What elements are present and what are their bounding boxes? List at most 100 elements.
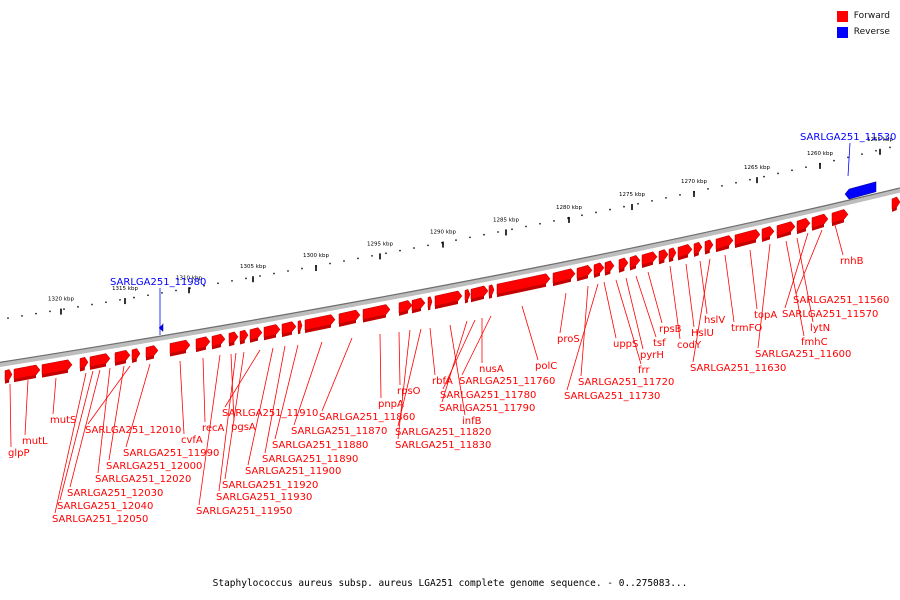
- gene-arrow-forward[interactable]: [263, 324, 281, 338]
- gene-arrow-forward[interactable]: [658, 249, 669, 262]
- gene-arrow-forward[interactable]: [114, 349, 131, 364]
- gene-label[interactable]: SARLGA251_12030: [67, 488, 163, 499]
- gene-label[interactable]: SARLGA251_11870: [291, 426, 387, 437]
- gene-label[interactable]: pnpA: [378, 399, 404, 410]
- gene-label[interactable]: SARLGA251_12040: [57, 501, 153, 512]
- gene-label[interactable]: recA: [202, 423, 225, 434]
- gene-label[interactable]: hslV: [704, 315, 725, 326]
- gene-arrow-forward[interactable]: [131, 348, 141, 361]
- gene-label[interactable]: SARLGA251_11910: [222, 408, 318, 419]
- gene-arrow-forward[interactable]: [145, 345, 159, 358]
- gene-arrow-forward[interactable]: [604, 260, 615, 273]
- gene-label[interactable]: pyrH: [640, 350, 664, 361]
- gene-label[interactable]: rbfA: [432, 376, 453, 387]
- gene-arrow-forward[interactable]: [434, 290, 463, 307]
- gene-label[interactable]: topA: [754, 310, 777, 321]
- gene-label[interactable]: frr: [638, 365, 650, 376]
- gene-arrow-forward[interactable]: [304, 314, 336, 331]
- gene-arrow-forward[interactable]: [891, 196, 900, 210]
- gene-arrow-forward[interactable]: [715, 235, 734, 250]
- gene-arrow-forward[interactable]: [249, 327, 263, 341]
- gene-label[interactable]: fmhC: [801, 337, 828, 348]
- gene-arrow-forward[interactable]: [552, 268, 576, 284]
- gene-label[interactable]: SARLGA251_11820: [395, 427, 491, 438]
- gene-arrow-forward[interactable]: [593, 262, 605, 276]
- gene-arrow-forward[interactable]: [496, 273, 551, 295]
- gene-label[interactable]: SARLGA251_11980: [110, 277, 206, 288]
- gene-arrow-forward[interactable]: [796, 217, 811, 232]
- gene-label[interactable]: SARLGA251_11830: [395, 440, 491, 451]
- gene-label[interactable]: SARLGA251_11720: [578, 377, 674, 388]
- gene-arrow-forward[interactable]: [464, 289, 471, 301]
- gene-label[interactable]: SARLGA251_11890: [262, 454, 358, 465]
- gene-arrow-forward[interactable]: [734, 229, 761, 246]
- gene-arrow-forward[interactable]: [169, 339, 191, 354]
- gene-arrow-forward[interactable]: [362, 304, 391, 320]
- gene-label[interactable]: SARLGA251_11790: [439, 403, 535, 414]
- gene-label[interactable]: nusA: [479, 364, 504, 375]
- gene-label[interactable]: SARLGA251_11920: [222, 480, 318, 491]
- gene-arrow-forward[interactable]: [281, 321, 297, 335]
- gene-label[interactable]: SARLGA251_11530: [800, 132, 896, 143]
- gene-arrow-forward[interactable]: [13, 364, 41, 380]
- gene-label[interactable]: glpP: [8, 448, 30, 459]
- gene-label[interactable]: SARLGA251_11860: [319, 412, 415, 423]
- gene-arrow-forward[interactable]: [641, 251, 658, 266]
- gene-arrow-forward[interactable]: [470, 285, 489, 300]
- gene-label[interactable]: SARLGA251_11730: [564, 391, 660, 402]
- gene-arrow-forward[interactable]: [41, 359, 73, 375]
- gene-label[interactable]: SARLGA251_11900: [245, 466, 341, 477]
- gene-arrow-forward[interactable]: [488, 284, 495, 297]
- gene-arrow-forward[interactable]: [338, 309, 361, 325]
- gene-label[interactable]: pgsA: [231, 422, 256, 433]
- gene-label[interactable]: SARLGA251_11570: [782, 309, 878, 320]
- gene-label[interactable]: infB: [462, 416, 482, 427]
- gene-arrow-forward[interactable]: [776, 221, 796, 237]
- gene-label[interactable]: codY: [677, 340, 702, 351]
- gene-arrow-forward[interactable]: [228, 331, 239, 344]
- gene-label[interactable]: SARLGA251_11760: [459, 376, 555, 387]
- gene-label[interactable]: polC: [535, 361, 557, 372]
- gene-arrow-forward[interactable]: [831, 209, 849, 224]
- gene-label[interactable]: SARLGA251_12020: [95, 474, 191, 485]
- gene-arrow-forward[interactable]: [211, 333, 226, 347]
- gene-label[interactable]: tsf: [653, 338, 666, 349]
- gene-label[interactable]: SARLGA251_11950: [196, 506, 292, 517]
- gene-label[interactable]: SARLGA251_11630: [690, 363, 786, 374]
- gene-label[interactable]: SARLGA251_12050: [52, 514, 148, 525]
- gene-label[interactable]: SARLGA251_12010: [85, 425, 181, 436]
- gene-arrow-forward[interactable]: [618, 257, 629, 271]
- gene-label[interactable]: mutS: [50, 415, 76, 426]
- gene-arrow-forward[interactable]: [239, 329, 249, 342]
- gene-label[interactable]: cvfA: [181, 435, 203, 446]
- gene-label[interactable]: SARLGA251_11600: [755, 349, 851, 360]
- gene-arrow-forward[interactable]: [677, 244, 693, 258]
- gene-label[interactable]: SARLGA251_11880: [272, 440, 368, 451]
- gene-label[interactable]: rnhB: [840, 256, 864, 267]
- gene-label[interactable]: SARLGA251_12000: [106, 461, 202, 472]
- gene-arrow-forward[interactable]: [195, 336, 211, 350]
- gene-label[interactable]: HslU: [691, 328, 714, 339]
- gene-arrow-forward[interactable]: [398, 300, 413, 314]
- gene-arrow-forward[interactable]: [693, 241, 703, 255]
- gene-label[interactable]: SARLGA251_11560: [793, 295, 889, 306]
- gene-arrow-forward[interactable]: [576, 264, 593, 279]
- gene-arrow-forward[interactable]: [79, 356, 89, 369]
- gene-label[interactable]: SARLGA251_11930: [216, 492, 312, 503]
- gene-label[interactable]: mutL: [22, 436, 48, 447]
- gene-label[interactable]: proS: [557, 334, 580, 345]
- gene-label[interactable]: trmFO: [731, 323, 762, 334]
- gene-label[interactable]: uppS: [613, 339, 638, 350]
- gene-label[interactable]: rpsB: [659, 324, 682, 335]
- gene-arrow-forward[interactable]: [704, 239, 714, 252]
- gene-label[interactable]: SARLGA251_11990: [123, 448, 219, 459]
- gene-arrow-forward[interactable]: [411, 297, 426, 311]
- gene-arrow-forward[interactable]: [427, 296, 433, 308]
- gene-arrow-forward[interactable]: [297, 320, 303, 332]
- gene-arrow-forward[interactable]: [89, 353, 111, 368]
- gene-arrow-forward[interactable]: [811, 213, 829, 229]
- gene-arrow-forward[interactable]: [629, 255, 641, 268]
- gene-label[interactable]: rpsO: [397, 386, 421, 397]
- gene-label[interactable]: lytN: [810, 323, 830, 334]
- gene-arrow-forward[interactable]: [4, 369, 13, 381]
